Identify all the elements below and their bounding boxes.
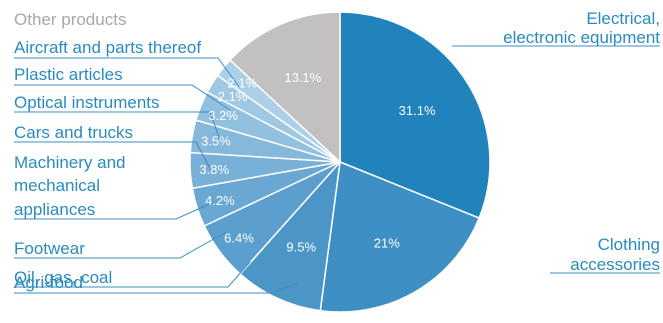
value-label-machinery-and-mechanical-appliances: 3.8% (199, 162, 229, 177)
category-labels: Electrical,electronic equipmentClothinga… (14, 9, 660, 292)
category-label-clothing-accessories-line-2: accessories (570, 255, 660, 274)
leader-lines (14, 45, 660, 294)
leader-line-cars-and-trucks (14, 141, 213, 173)
value-label-cars-and-trucks: 3.5% (201, 133, 231, 148)
pie-slices (189, 11, 491, 313)
category-label-optical-instruments: Optical instruments (14, 93, 160, 112)
value-label-optical-instruments: 3.2% (208, 108, 238, 123)
value-label-oil-gas-coal: 6.4% (224, 230, 254, 245)
value-label-other-products: 13.1% (284, 70, 321, 85)
value-label-clothing-accessories: 21% (374, 235, 400, 250)
category-label-machinery-and-mechanical-appliances-line-3: appliances (14, 200, 95, 219)
leader-line-optical-instruments (14, 111, 221, 141)
category-label-clothing-accessories-line-1: Clothing (598, 235, 660, 254)
value-label-footwear: 4.2% (205, 193, 235, 208)
pie-slice-agri-food (239, 159, 342, 312)
category-label-plastic-articles: Plastic articles (14, 65, 123, 84)
value-label-plastic-articles: 2.1% (218, 89, 248, 104)
value-labels: 31.1% 21% 9.5% 6.4% 4.2% 3.8% 3.5% 3.2% 2.1%2.1%… (199, 70, 436, 255)
leader-line-footwear (14, 231, 227, 259)
pie-slice-electrical-electronic-equipment (339, 11, 491, 220)
category-label-other-products: Other products (14, 10, 126, 29)
leader-line-aircraft-and-parts-thereof (14, 57, 241, 89)
category-label-oil-gas-coal: Oil, gas, coal (14, 268, 112, 287)
pie-slice-other-products (228, 11, 341, 164)
pie-slice-clothing-accessories (319, 160, 481, 313)
category-label-machinery-and-mechanical-appliances-line-2: mechanical (14, 176, 100, 195)
category-label-electrical-electronic-equipment-line-1: Electrical, (586, 9, 660, 28)
leader-line-agri-food (14, 282, 299, 294)
leader-line-plastic-articles (14, 84, 231, 111)
value-label-electrical-electronic-equipment: 31.1% (399, 103, 436, 118)
category-label-cars-and-trucks: Cars and trucks (14, 123, 133, 142)
category-label-footwear: Footwear (14, 239, 85, 258)
value-label-aircraft-and-parts-thereof: 2.1% (227, 76, 257, 91)
leader-line-oil-gas-coal (14, 261, 251, 288)
category-label-agri-food: Agri-food (14, 273, 83, 292)
category-label-aircraft-and-parts-thereof: Aircraft and parts thereof (14, 38, 201, 57)
category-label-machinery-and-mechanical-appliances-line-1: Machinery and (14, 153, 126, 172)
value-label-agri-food: 9.5% (286, 240, 316, 255)
leader-line-machinery-and-mechanical-appliances (14, 201, 215, 220)
category-label-electrical-electronic-equipment-line-2: electronic equipment (503, 28, 660, 47)
